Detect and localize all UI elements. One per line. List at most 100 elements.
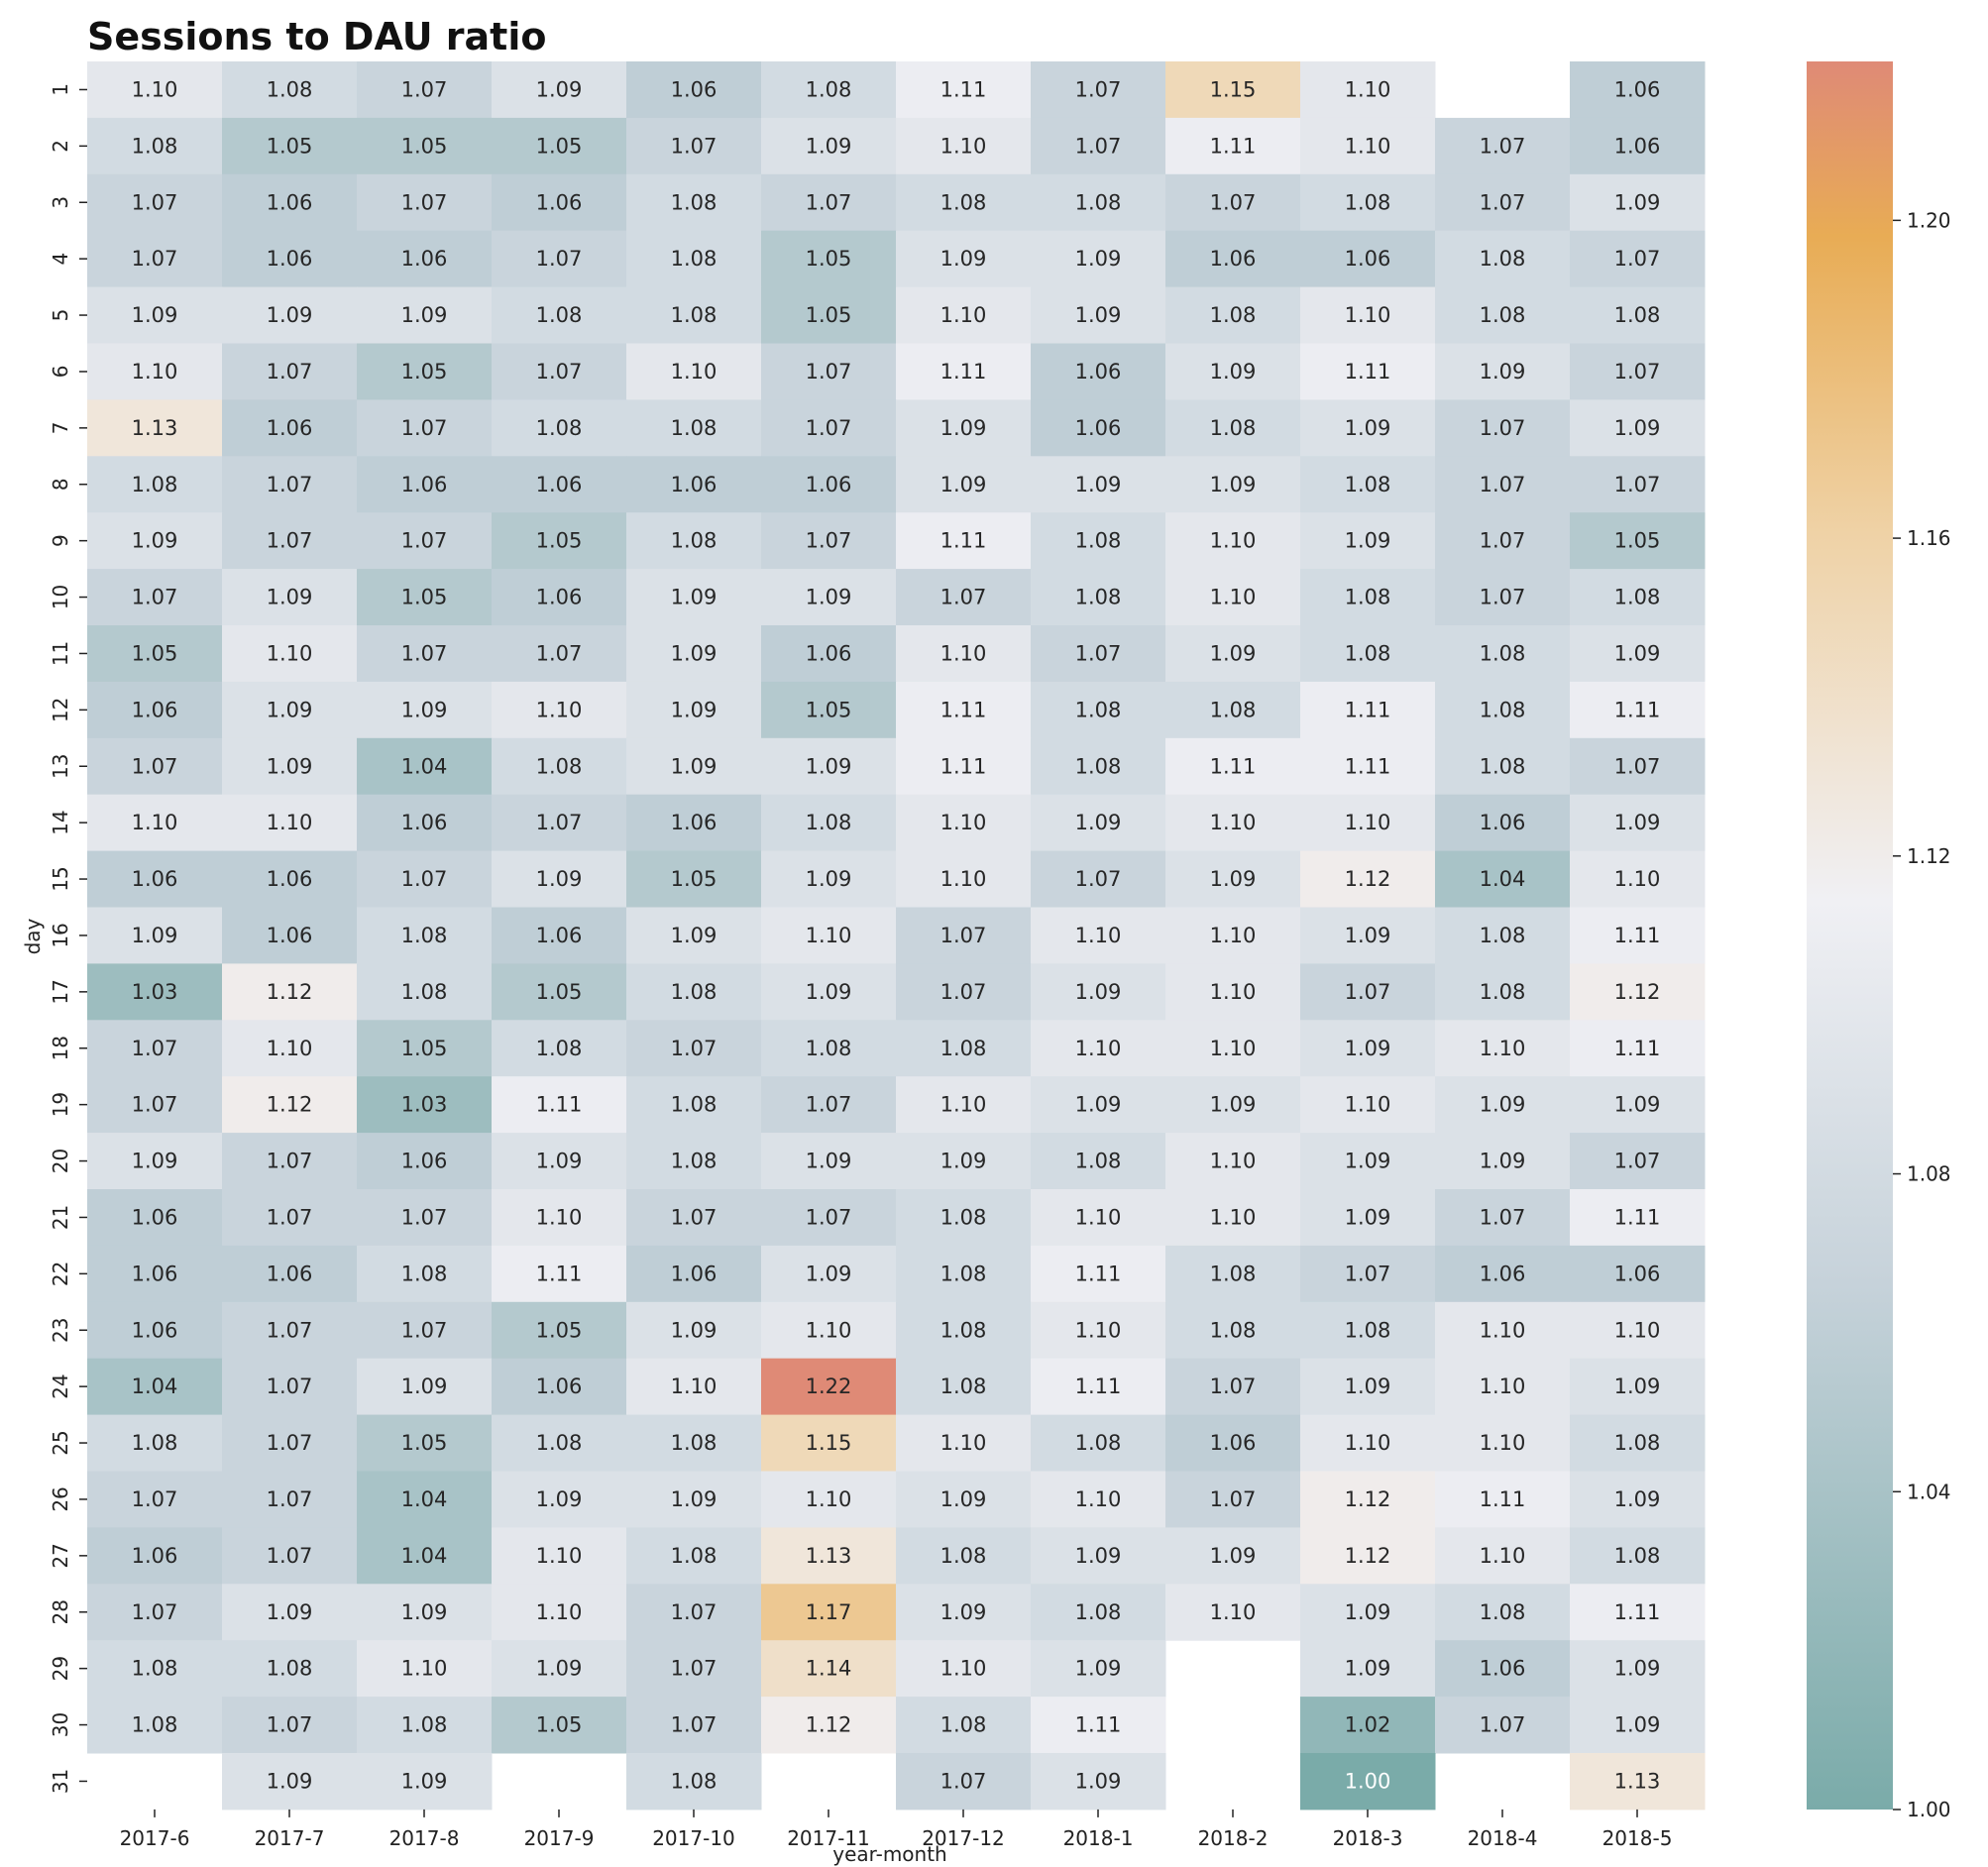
cell-value-label: 1.10 — [1614, 867, 1661, 891]
heatmap-cell — [357, 230, 493, 288]
cell-value-label: 1.07 — [806, 529, 852, 553]
cell-value-label: 1.07 — [1614, 1150, 1661, 1173]
cell-value-label: 1.07 — [267, 1374, 313, 1398]
cell-value-label: 1.10 — [1345, 811, 1391, 834]
cell-value-label: 1.12 — [1614, 980, 1661, 1004]
cell-value-label: 1.05 — [1614, 529, 1661, 553]
cell-value-label: 1.11 — [1075, 1374, 1122, 1398]
heatmap-cell — [492, 117, 627, 175]
heatmap-cell — [1031, 173, 1166, 232]
cell-value-label: 1.07 — [536, 811, 583, 834]
heatmap-cell — [492, 1133, 627, 1190]
heatmap-cell — [896, 343, 1032, 400]
y-tick-label: 11 — [49, 641, 72, 666]
heatmap-cell — [896, 1527, 1032, 1585]
y-tick-label: 29 — [49, 1656, 72, 1681]
cell-value-label: 1.08 — [1614, 1431, 1661, 1455]
heatmap-cell — [896, 681, 1032, 739]
cell-value-label: 1.08 — [671, 303, 718, 327]
cell-value-label: 1.09 — [1210, 360, 1257, 384]
cell-value-label: 1.06 — [1614, 77, 1661, 101]
cell-value-label: 1.13 — [1614, 1769, 1661, 1793]
cell-value-label: 1.06 — [1614, 134, 1661, 158]
cell-value-label: 1.15 — [806, 1431, 852, 1455]
cell-value-label: 1.08 — [940, 190, 987, 214]
heatmap-cell — [87, 1414, 223, 1472]
heatmap-cell — [357, 1358, 493, 1416]
heatmap-cell — [761, 1133, 897, 1190]
heatmap-cell — [222, 907, 358, 964]
cell-value-label: 1.08 — [132, 1713, 178, 1737]
heatmap-cell — [761, 794, 897, 852]
heatmap-cell — [1435, 737, 1571, 796]
cell-value-label: 1.07 — [1210, 190, 1257, 214]
heatmap-cell — [1570, 456, 1706, 513]
cell-value-label: 1.06 — [267, 867, 313, 891]
heatmap-cell — [761, 737, 897, 796]
heatmap-cell — [626, 343, 762, 400]
cell-value-label: 1.12 — [267, 1093, 313, 1117]
heatmap-cell — [1570, 1076, 1706, 1134]
heatmap-cell — [357, 1471, 493, 1528]
cell-value-label: 1.08 — [536, 303, 583, 327]
x-tick-label: 2018-1 — [1063, 1826, 1134, 1850]
cell-value-label: 1.11 — [1210, 754, 1257, 778]
cell-value-label: 1.11 — [940, 529, 987, 553]
heatmap-cell — [222, 1189, 358, 1247]
heatmap-cell — [87, 1358, 223, 1416]
cell-value-label: 1.05 — [536, 134, 583, 158]
cell-value-label: 1.09 — [806, 754, 852, 778]
cell-value-label: 1.06 — [536, 190, 583, 214]
cell-value-label: 1.07 — [401, 867, 448, 891]
cell-value-label: 1.07 — [401, 1318, 448, 1342]
heatmap-cell — [896, 1753, 1032, 1811]
chart-title: Sessions to DAU ratio — [87, 15, 546, 58]
cell-value-label: 1.09 — [1075, 303, 1122, 327]
heatmap-cell — [626, 399, 762, 457]
cell-value-label: 1.10 — [1345, 303, 1391, 327]
cell-value-label: 1.09 — [536, 867, 583, 891]
cell-value-label: 1.06 — [1345, 247, 1391, 271]
cell-value-label: 1.07 — [401, 529, 448, 553]
y-tick-label: 5 — [49, 309, 72, 322]
heatmap-cell — [626, 1640, 762, 1698]
heatmap-cell — [492, 456, 627, 513]
cell-value-label: 1.07 — [401, 641, 448, 665]
cell-value-label: 1.08 — [1210, 698, 1257, 721]
cell-value-label: 1.11 — [1345, 698, 1391, 721]
heatmap-cell — [1570, 1245, 1706, 1303]
x-tick-label: 2017-12 — [922, 1826, 1005, 1850]
heatmap-cell — [761, 681, 897, 739]
heatmap-cell — [87, 173, 223, 232]
heatmap-cell — [357, 1076, 493, 1134]
heatmap-cell — [1570, 1640, 1706, 1698]
cell-value-label: 1.09 — [1210, 1093, 1257, 1117]
cell-value-label: 1.07 — [1480, 1205, 1526, 1229]
cell-value-label: 1.09 — [1614, 1374, 1661, 1398]
cell-value-label: 1.13 — [806, 1544, 852, 1568]
heatmap-cell — [1435, 569, 1571, 626]
cell-value-label: 1.10 — [536, 1205, 583, 1229]
cell-value-label: 1.08 — [536, 1431, 583, 1455]
cell-value-label: 1.08 — [1345, 190, 1391, 214]
heatmap-cell — [357, 1753, 493, 1811]
heatmap-cell — [1300, 1753, 1436, 1811]
heatmap-cell — [626, 1697, 762, 1754]
heatmap-cell — [1435, 1697, 1571, 1754]
cell-value-label: 1.11 — [1614, 1600, 1661, 1624]
cell-value-label: 1.08 — [1480, 247, 1526, 271]
cell-value-label: 1.07 — [1075, 77, 1122, 101]
heatmap-cell — [896, 456, 1032, 513]
heatmap-cell — [896, 399, 1032, 457]
heatmap-cell — [761, 61, 897, 119]
cell-value-label: 1.06 — [671, 1262, 718, 1285]
heatmap-cell — [1300, 61, 1436, 119]
colorbar-tick-label: 1.20 — [1907, 208, 1951, 232]
x-axis-ticks: 2017-6 2017-7 2017-8 2017-9 2017-10 2017-11 20… — [120, 1809, 1672, 1850]
cell-value-label: 1.11 — [536, 1262, 583, 1285]
cell-value-label: 1.09 — [1210, 641, 1257, 665]
heatmap-cell — [492, 1471, 627, 1528]
heatmap-cell — [761, 399, 897, 457]
heatmap-cell — [1031, 1133, 1166, 1190]
cell-value-label: 1.08 — [806, 77, 852, 101]
